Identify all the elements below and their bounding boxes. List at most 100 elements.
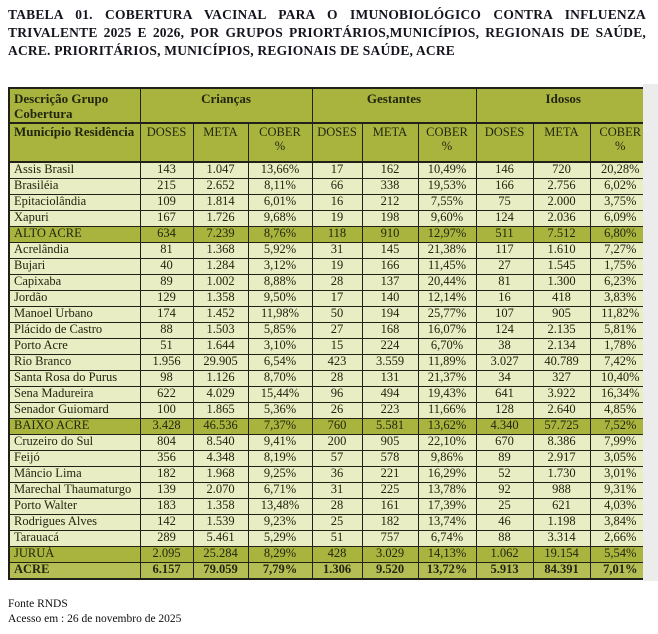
value-cell: 19,53%: [417, 177, 477, 195]
table-row: Brasiléia 215 2.652 8,11% 66 338 19,53% 166 2.75…: [8, 177, 652, 195]
table-row: Porto Acre 51 1.644 3,10% 15 224 6,70% 38 2.134 1…: [8, 337, 652, 355]
value-cell: 98: [139, 369, 194, 387]
group-header-gestantes: Gestantes: [311, 87, 477, 124]
value-cell: 13,78%: [417, 481, 477, 499]
page-edge-shadow: [643, 84, 658, 581]
value-cell: 17,39%: [417, 497, 477, 515]
row-label: Assis Brasil: [8, 161, 141, 179]
group-header-row: Descrição Grupo Cobertura Crianças Gesta…: [8, 87, 652, 124]
value-cell: 6,09%: [589, 209, 652, 227]
value-cell: 16: [475, 289, 534, 307]
value-cell: 20,28%: [589, 161, 652, 179]
table-row: Capixaba 89 1.002 8,88% 28 137 20,44% 81 1.300 6,…: [8, 273, 652, 291]
value-cell: 15,44%: [247, 385, 313, 403]
value-cell: 31: [311, 241, 363, 259]
table-row: Sena Madureira 622 4.029 15,44% 96 494 19,43% 6…: [8, 385, 652, 403]
row-label: Santa Rosa do Purus: [8, 369, 141, 387]
value-cell: 146: [475, 161, 534, 179]
subheader-meta: META: [532, 122, 591, 163]
table-row: Plácido de Castro 88 1.503 5,85% 27 168 16,07%…: [8, 321, 652, 339]
value-cell: 109: [139, 193, 194, 211]
value-cell: 494: [361, 385, 419, 403]
value-cell: 51: [139, 337, 194, 355]
table-row: Feijó 356 4.348 8,19% 57 578 9,86% 89 2.917 3,05%: [8, 449, 652, 467]
value-cell: 1.814: [192, 193, 249, 211]
row-label: JURUÁ: [8, 545, 141, 563]
value-cell: 124: [475, 321, 534, 339]
value-cell: 289: [139, 529, 194, 547]
value-cell: 17: [311, 161, 363, 179]
value-cell: 3.922: [532, 385, 591, 403]
value-cell: 88: [139, 321, 194, 339]
table-row: Acrelândia 81 1.368 5,92% 31 145 21,38% 117 1.61…: [8, 241, 652, 259]
value-cell: 2,66%: [589, 529, 652, 547]
value-cell: 4,03%: [589, 497, 652, 515]
value-cell: 1.300: [532, 273, 591, 291]
value-cell: 10,40%: [589, 369, 652, 387]
value-cell: 21,38%: [417, 241, 477, 259]
row-label: Tarauacá: [8, 529, 141, 547]
value-cell: 1.610: [532, 241, 591, 259]
value-cell: 9,23%: [247, 513, 313, 531]
value-cell: 1.002: [192, 273, 249, 291]
value-cell: 8,11%: [247, 177, 313, 195]
value-cell: 9,31%: [589, 481, 652, 499]
value-cell: 6,71%: [247, 481, 313, 499]
value-cell: 670: [475, 433, 534, 451]
page-title: TABELA 01. COBERTURA VACINAL PARA O IMUN…: [8, 7, 646, 58]
row-label: Jordão: [8, 289, 141, 307]
value-cell: 16,34%: [589, 385, 652, 403]
value-cell: 40: [139, 257, 194, 275]
source-note: Fonte RNDS: [8, 597, 68, 610]
table-row: Manoel Urbano 174 1.452 11,98% 50 194 25,77% 10…: [8, 305, 652, 323]
value-cell: 3,01%: [589, 465, 652, 483]
value-cell: 6,54%: [247, 353, 313, 371]
value-cell: 9.520: [361, 561, 419, 580]
value-cell: 46: [475, 513, 534, 531]
value-cell: 7,27%: [589, 241, 652, 259]
value-cell: 8,88%: [247, 273, 313, 291]
value-cell: 75: [475, 193, 534, 211]
value-cell: 26: [311, 401, 363, 419]
value-cell: 50: [311, 305, 363, 323]
value-cell: 52: [475, 465, 534, 483]
value-cell: 8,76%: [247, 225, 313, 243]
value-cell: 16,29%: [417, 465, 477, 483]
row-label: Porto Acre: [8, 337, 141, 355]
value-cell: 3.559: [361, 353, 419, 371]
value-cell: 140: [361, 289, 419, 307]
value-cell: 5,54%: [589, 545, 652, 563]
value-cell: 4.340: [475, 417, 534, 435]
value-cell: 5,36%: [247, 401, 313, 419]
value-cell: 212: [361, 193, 419, 211]
value-cell: 11,82%: [589, 305, 652, 323]
value-cell: 428: [311, 545, 363, 563]
value-cell: 2.756: [532, 177, 591, 195]
table-header: Descrição Grupo Cobertura Crianças Gesta…: [8, 87, 652, 163]
value-cell: 8,29%: [247, 545, 313, 563]
value-cell: 905: [532, 305, 591, 323]
value-cell: 760: [311, 417, 363, 435]
value-cell: 804: [139, 433, 194, 451]
value-cell: 3.428: [139, 417, 194, 435]
table-row: Senador Guiomard 100 1.865 5,36% 26 223 11,66%…: [8, 401, 652, 419]
subheader-meta: META: [361, 122, 419, 163]
value-cell: 1.865: [192, 401, 249, 419]
value-cell: 1.545: [532, 257, 591, 275]
value-cell: 6,23%: [589, 273, 652, 291]
value-cell: 7.239: [192, 225, 249, 243]
value-cell: 31: [311, 481, 363, 499]
row-label: Acrelândia: [8, 241, 141, 259]
table-body: Assis Brasil 143 1.047 13,66% 17 162 10,49% 146…: [8, 161, 652, 580]
value-cell: 225: [361, 481, 419, 499]
value-cell: 1.730: [532, 465, 591, 483]
table-row: Jordão 129 1.358 9,50% 17 140 12,14% 16 418 3,83%: [8, 289, 652, 307]
value-cell: 511: [475, 225, 534, 243]
value-cell: 38: [475, 337, 534, 355]
value-cell: 9,60%: [417, 209, 477, 227]
value-cell: 13,74%: [417, 513, 477, 531]
value-cell: 9,25%: [247, 465, 313, 483]
value-cell: 9,50%: [247, 289, 313, 307]
vaccination-coverage-table: Descrição Grupo Cobertura Crianças Gesta…: [8, 86, 653, 580]
